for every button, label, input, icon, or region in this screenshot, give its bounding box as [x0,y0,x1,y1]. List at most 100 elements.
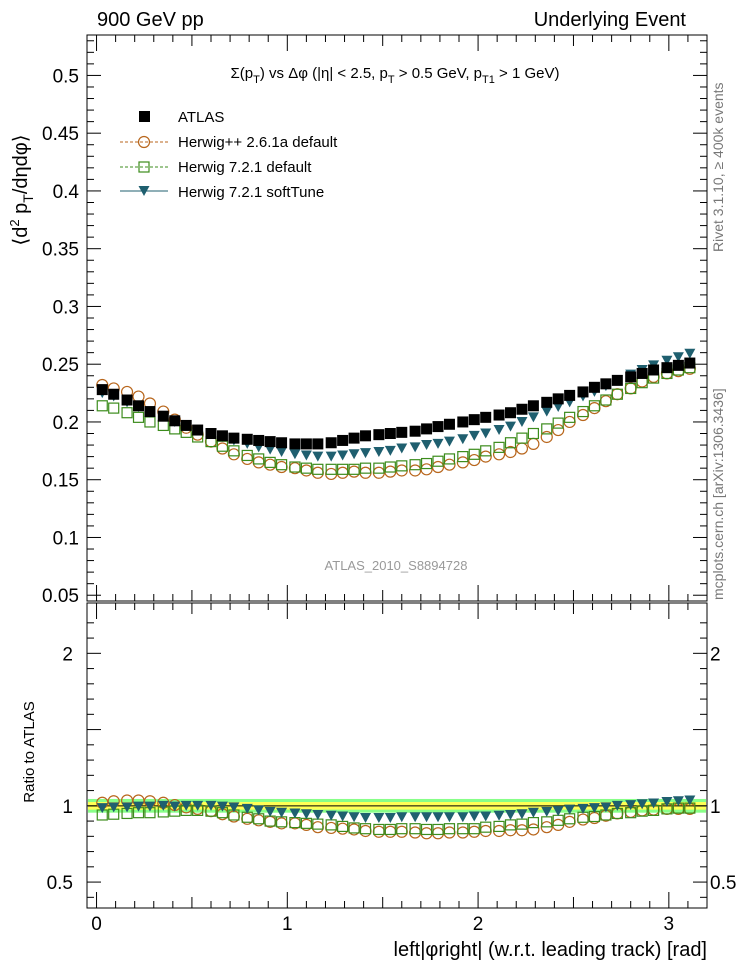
point-atlas [289,438,301,450]
ratio-point-herwig-soft [216,801,228,812]
point-herwig-soft [684,348,696,359]
ratio-point-herwig-default [432,823,444,836]
ratio-point-herwigpp [359,824,372,838]
ratio-point-herwig-default [443,823,456,835]
legend-marker-atlas [139,111,150,122]
point-herwig-soft [289,449,301,460]
ratio-point-herwig-soft [133,801,145,812]
point-atlas [276,437,288,449]
ratio-point-herwig-soft [457,812,469,823]
point-herwigpp [241,452,254,466]
ratio-point-herwig-soft [409,812,421,823]
point-herwig-default [348,463,360,475]
point-atlas [312,438,324,450]
y-tick-label: 0.35 [42,240,79,261]
point-herwig-soft [325,451,337,462]
point-atlas [228,432,240,444]
point-herwig-default [373,462,385,474]
point-herwig-soft [516,416,528,427]
ratio-point-herwig-default [420,823,433,836]
point-atlas [421,423,433,435]
watermark: ATLAS_2010_S8894728 [325,558,468,573]
point-atlas [157,410,169,422]
legend-marker-herwig-soft [138,186,150,196]
point-herwig-soft [493,425,505,436]
ratio-point-herwig-default [493,820,505,833]
ratio-point-herwigpp [420,827,433,840]
point-herwig-default [253,453,265,465]
point-herwig-default [420,457,433,470]
legend-label-herwig-default: Herwig 7.2.1 default [178,159,312,176]
point-herwig-soft [505,421,517,432]
ratio-point-herwig-default [384,823,396,836]
point-herwig-soft [480,428,492,439]
point-herwig-default [480,445,492,457]
ratio-point-herwig-soft [480,811,492,822]
point-herwig-default [527,427,540,440]
point-herwigpp [468,453,481,467]
ratio-point-herwig-default [409,823,421,835]
point-atlas [611,374,623,386]
x-tick-label: 1 [282,914,293,935]
point-herwig-soft [432,438,444,449]
ratio-point-herwig-soft [373,813,385,824]
point-atlas [516,403,528,415]
point-herwig-soft [672,352,684,363]
ratio-point-herwig-default [312,818,324,830]
point-herwigpp [540,430,553,444]
point-herwig-soft [264,444,276,455]
y-tick-label: 0.15 [42,471,79,492]
ratio-point-herwig-soft [577,803,589,814]
point-herwig-default [108,402,120,414]
legend-marker-herwig-default [138,161,150,173]
ratio-point-herwig-soft [96,803,108,814]
point-herwig-soft [348,449,360,460]
point-atlas [505,407,517,419]
y-tick-label: 0.25 [42,355,79,376]
point-herwig-soft [300,450,312,461]
ratio-point-herwig-default [396,823,408,835]
ratio-point-herwig-soft [527,807,539,818]
point-atlas [493,409,505,421]
ratio-point-herwigpp [468,825,481,838]
point-herwigpp [576,408,590,422]
point-herwig-default [552,417,564,429]
ratio-point-herwig-soft [289,808,301,819]
point-atlas [264,436,276,448]
ratio-point-herwigpp [456,826,469,839]
ratio-point-herwig-default [348,822,360,834]
point-atlas [241,433,253,445]
point-herwig-default [228,445,240,457]
point-herwig-default [577,405,589,418]
point-herwig-soft [661,355,673,366]
point-herwigpp [336,466,349,479]
point-herwig-default [409,459,421,471]
point-atlas [432,421,444,433]
point-herwig-default [516,432,528,444]
point-herwig-soft [457,434,469,445]
axes-layer: 0.05 0.1 0.15 0.2 0.25 0.3 0.35 0.4 0.45 0.5 0 1 2 3 0… [42,35,736,935]
point-atlas [253,434,265,446]
ratio-point-herwigpp [576,813,590,826]
point-herwig-default [289,461,301,473]
marks-layer [96,348,696,840]
point-atlas [600,378,612,390]
point-atlas [300,438,312,450]
ratio-point-herwig-soft [443,812,455,823]
legend: ATLAS Herwig++ 2.6.1a default Herwig 7.2… [120,109,338,201]
point-herwig-soft [527,412,539,423]
ratio-point-herwig-soft [421,812,433,823]
ratio-y-tick-label: 1 [62,797,73,818]
ratio-point-herwig-soft [661,797,673,808]
y-axis-label: ⟨d2 pT/dηdφ⟩ [7,134,36,245]
point-herwig-default [600,394,612,406]
ratio-point-herwig-soft [505,809,517,820]
mcplots-label: mcplots.cern.ch [arXiv:1306.3436] [710,388,726,600]
point-herwig-default [625,382,637,395]
ratio-point-herwig-default [457,823,469,835]
ratio-point-herwig-soft [228,802,240,813]
point-herwigpp [275,460,288,474]
point-herwigpp [227,448,240,461]
ratio-point-herwig-soft [684,795,696,806]
y-tick-label: 0.45 [42,124,79,145]
